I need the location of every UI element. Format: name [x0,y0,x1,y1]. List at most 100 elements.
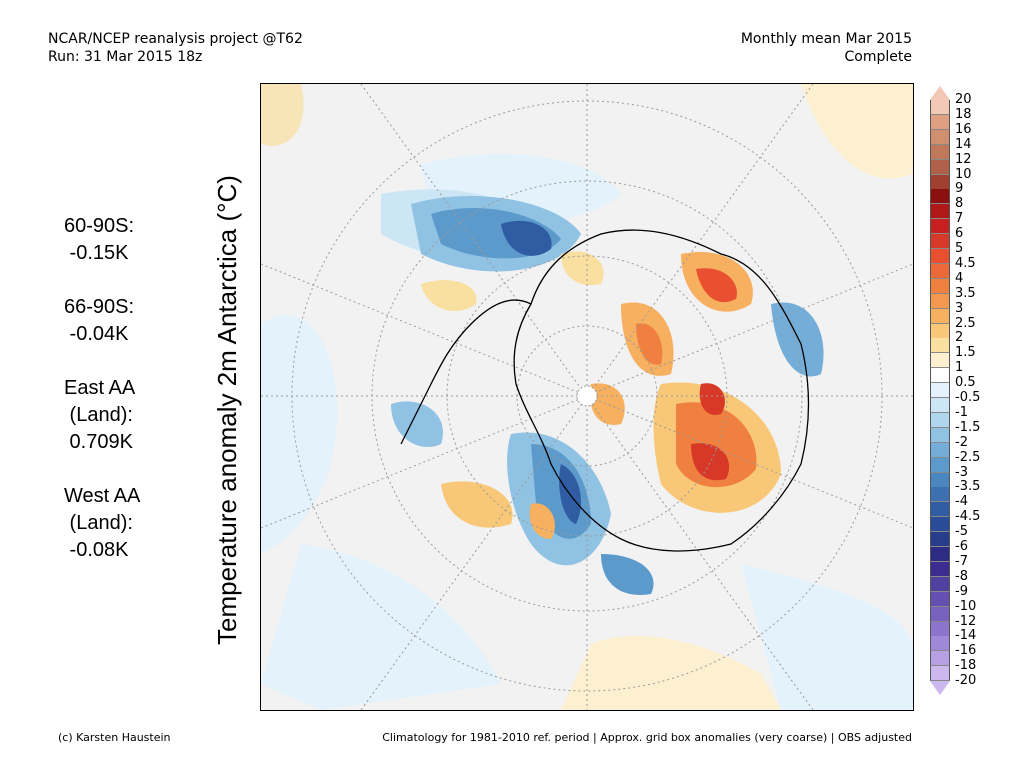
stat-line: (Land): [64,512,133,534]
colorbar-cell [930,606,950,622]
colorbar-label: -14 [955,628,977,644]
status-label: Complete [844,49,912,65]
stat-line: -0.15K [64,242,129,264]
colorbar-cell [930,114,950,130]
colorbar-cell [930,621,950,637]
colorbar-label: 0.5 [955,375,976,391]
colorbar-label: 7 [955,211,964,227]
colorbar-label: 6 [955,226,964,242]
colorbar-top-arrow [930,86,950,100]
colorbar-label: 2.5 [955,315,976,331]
coastline [400,229,810,552]
colorbar-cell [930,651,950,667]
colorbar-cell [930,517,950,533]
colorbar-label: 3.5 [955,285,976,301]
stats-panel: 60-90S: -0.15K 66-90S: -0.04K East AA (Lan… [64,213,140,591]
colorbar-cell [930,487,950,503]
colorbar-label: 5 [955,241,964,256]
colorbar-cell [930,129,950,145]
colorbar-label: -5 [955,524,968,540]
stat-block: East AA (Land): 0.709K [64,375,140,456]
colorbar-label: 8 [955,196,964,212]
colorbar-label: -10 [955,598,977,614]
colorbar-cell [930,368,950,384]
colorbar-cell [930,144,950,160]
colorbar-bottom-arrow [930,681,950,696]
colorbar-label: -0.5 [955,390,981,405]
colorbar-cell [930,338,950,354]
stat-line: -0.08K [64,539,129,561]
colorbar-label: 1 [955,360,964,376]
run-label: Run: 31 Mar 2015 18z [48,49,203,65]
colorbar-cell [930,457,950,473]
colorbar-cell [930,412,950,428]
colorbar-cell [930,591,950,607]
stat-block: 60-90S: -0.15K [64,213,140,267]
colorbar-label: 12 [955,151,972,167]
colorbar-label: -20 [955,673,977,689]
colorbar-cell [930,383,950,399]
colorbar-label: 4.5 [955,255,976,271]
stat-block: 66-90S: -0.04K [64,294,140,348]
colorbar-cell [930,547,950,562]
colorbar-cell [930,159,950,175]
stat-line: 60-90S: [64,215,135,237]
colorbar-cell [930,278,950,294]
colorbar-cell [930,427,950,443]
colorbar-label: -7 [955,553,968,569]
colorbar-cell [930,636,950,652]
pole-marker [576,385,598,407]
header-right: Monthly mean Mar 2015 Complete [741,30,912,66]
colorbar-cell [930,502,950,518]
colorbar-cell [930,293,950,309]
colorbar-label: -8 [955,568,968,584]
colorbar-label: -4.5 [955,509,981,525]
colorbar-label: -12 [955,613,977,629]
stat-line: East AA [64,377,136,399]
colorbar-cell [930,398,950,413]
colorbar-cell [930,576,950,592]
colorbar-cell [930,353,950,369]
stat-line: -0.04K [64,323,129,345]
colorbar-cell [930,532,950,548]
colorbar-label: -18 [955,658,977,674]
stat-line: 0.709K [64,431,133,453]
colorbar-label: -1 [955,404,968,420]
colorbar-label: -3.5 [955,479,981,495]
colorbar-cell [930,249,950,264]
colorbar-label: -1.5 [955,419,981,435]
colorbar-label: -16 [955,643,977,659]
colorbar-label: -4 [955,494,968,510]
colorbar-cell [930,472,950,488]
colorbar-label: -6 [955,539,968,554]
stat-block: West AA (Land): -0.08K [64,483,140,564]
dataset-title: NCAR/NCEP reanalysis project @T62 [48,31,303,47]
colorbar-label: -9 [955,583,968,599]
stat-line: (Land): [64,404,133,426]
colorbar-cell [930,263,950,279]
colorbar-label: 2 [955,330,964,346]
colorbar-cell [930,189,950,205]
colorbar-label: 14 [955,136,972,152]
colorbar-cell [930,561,950,577]
colorbar-cell [930,174,950,190]
colorbar-cell [930,100,950,115]
anomaly-map-svg [261,84,913,710]
colorbar-label: 16 [955,121,972,137]
colorbar-label: -3 [955,464,968,480]
anomaly-blobs [261,84,913,710]
stat-line: West AA [64,485,141,507]
footer-credit: (c) Karsten Haustein [58,731,171,744]
colorbar-cell [930,666,950,682]
polar-map [260,83,914,711]
colorbar-cell [930,204,950,220]
colorbar-cell [930,308,950,324]
colorbar-label: 9 [955,181,964,197]
footer-note: Climatology for 1981-2010 ref. period | … [382,731,912,744]
header-left: NCAR/NCEP reanalysis project @T62 Run: 3… [48,30,303,66]
period-title: Monthly mean Mar 2015 [740,31,912,47]
colorbar-label: -2 [955,434,968,450]
colorbar-cell [930,234,950,250]
stat-line: 66-90S: [64,296,135,318]
colorbar-label: 1.5 [955,345,976,361]
